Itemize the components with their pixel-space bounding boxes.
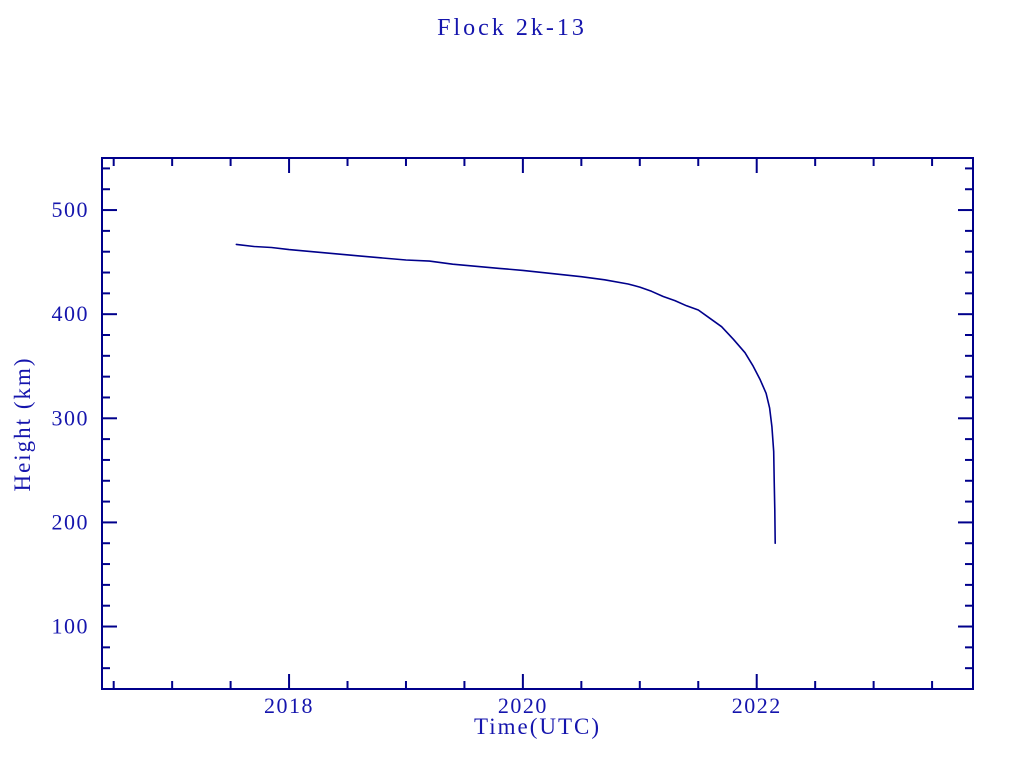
svg-text:2022: 2022 [732,693,782,718]
svg-text:300: 300 [52,405,90,430]
svg-text:100: 100 [52,614,90,639]
y-ticks [103,167,972,670]
chart-title: Flock 2k-13 [437,15,587,41]
x-axis-title: Time(UTC) [473,714,602,739]
svg-text:500: 500 [52,197,90,222]
x-tick-labels: 2018 2020 2022 [264,693,782,718]
svg-text:2018: 2018 [264,693,314,718]
svg-text:400: 400 [52,301,90,326]
x-ticks [112,159,934,688]
height-curve [235,243,777,545]
plot-frame [101,157,974,690]
y-axis-title: Height (km) [10,356,35,492]
y-tick-labels: 100 200 300 400 500 [52,197,90,639]
svg-text:200: 200 [52,509,90,534]
svg-text:2020: 2020 [498,693,548,718]
